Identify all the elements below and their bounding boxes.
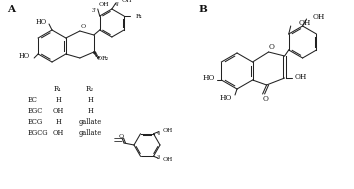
Text: ECG: ECG xyxy=(28,118,43,126)
Text: OH: OH xyxy=(299,19,311,27)
Text: O: O xyxy=(263,95,269,103)
Text: EC: EC xyxy=(28,96,38,104)
Text: EGCG: EGCG xyxy=(28,129,48,137)
Text: 4': 4' xyxy=(156,131,161,136)
Text: H: H xyxy=(55,96,61,104)
Text: H: H xyxy=(55,118,61,126)
Text: HO: HO xyxy=(203,74,216,82)
Text: R₂: R₂ xyxy=(86,85,94,93)
Text: H: H xyxy=(87,107,93,115)
Text: HO: HO xyxy=(19,52,30,60)
Text: HO: HO xyxy=(36,18,47,26)
Text: R₁: R₁ xyxy=(136,13,143,19)
Text: OH: OH xyxy=(52,129,64,137)
Text: O: O xyxy=(269,43,274,51)
Text: gallate: gallate xyxy=(78,129,102,137)
Text: OH: OH xyxy=(313,13,325,21)
Text: R₂: R₂ xyxy=(102,57,109,61)
Text: OH: OH xyxy=(52,107,64,115)
Text: =: = xyxy=(113,135,123,147)
Text: O: O xyxy=(97,57,102,61)
Text: EGC: EGC xyxy=(28,107,43,115)
Text: O: O xyxy=(119,133,124,139)
Text: R₁: R₁ xyxy=(54,85,62,93)
Text: HO: HO xyxy=(219,94,232,102)
Text: gallate: gallate xyxy=(78,118,102,126)
Text: B: B xyxy=(198,5,207,14)
Text: 3': 3' xyxy=(156,155,161,160)
Text: O: O xyxy=(81,25,86,29)
Text: OH: OH xyxy=(122,0,132,2)
Text: 4': 4' xyxy=(115,2,120,8)
Text: A: A xyxy=(7,5,15,14)
Text: OH: OH xyxy=(98,2,109,8)
Text: OH: OH xyxy=(162,128,173,133)
Text: 3': 3' xyxy=(92,8,97,12)
Text: OH: OH xyxy=(295,73,307,81)
Text: OH: OH xyxy=(162,157,173,162)
Text: H: H xyxy=(87,96,93,104)
